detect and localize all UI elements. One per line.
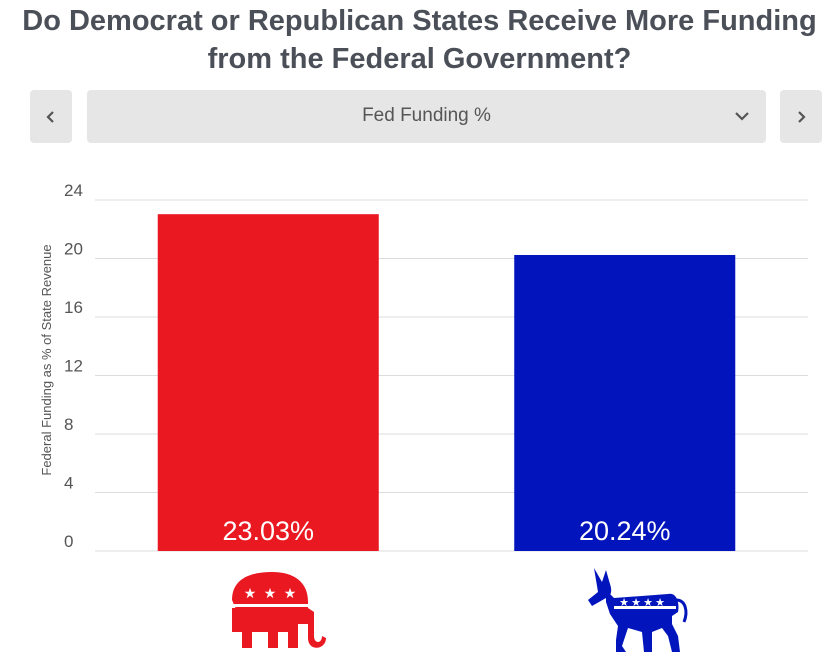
y-tick-labels: 0 4 8 12 16 20 24 bbox=[64, 181, 83, 551]
dropdown-selected-label: Fed Funding % bbox=[362, 105, 491, 126]
svg-text:★: ★ bbox=[264, 585, 277, 601]
democratic-donkey-icon: ★ ★ ★ ★ bbox=[588, 568, 688, 652]
svg-text:★: ★ bbox=[284, 585, 297, 601]
svg-text:★: ★ bbox=[643, 597, 653, 609]
title-line-2: from the Federal Government? bbox=[207, 43, 632, 75]
value-labels: 23.03% 20.24% bbox=[222, 516, 670, 546]
y-tick-label: 20 bbox=[64, 240, 83, 259]
value-label-democrat: 20.24% bbox=[579, 516, 671, 546]
chevron-right-icon bbox=[798, 110, 806, 123]
svg-text:★: ★ bbox=[631, 597, 641, 609]
value-label-republican: 23.03% bbox=[222, 516, 314, 546]
chevron-left-icon bbox=[46, 110, 54, 123]
svg-text:★: ★ bbox=[655, 597, 665, 609]
republican-elephant-icon: ★ ★ ★ bbox=[232, 572, 326, 648]
bar-democrat[interactable] bbox=[514, 254, 736, 552]
y-tick-label: 0 bbox=[64, 532, 73, 551]
svg-text:★: ★ bbox=[619, 597, 629, 609]
y-tick-label: 4 bbox=[64, 474, 73, 493]
y-axis-label: Federal Funding as % of State Revenue bbox=[39, 244, 54, 475]
next-button[interactable] bbox=[780, 90, 822, 143]
prev-button[interactable] bbox=[30, 90, 72, 143]
y-tick-label: 16 bbox=[64, 298, 83, 317]
title-line-1: Do Democrat or Republican States Receive… bbox=[22, 5, 817, 37]
y-tick-label: 12 bbox=[64, 357, 83, 376]
chevron-down-icon bbox=[735, 112, 749, 121]
bars bbox=[157, 214, 736, 552]
bar-republican[interactable] bbox=[157, 214, 379, 551]
chart-title: Do Democrat or Republican States Receive… bbox=[0, 2, 839, 78]
y-tick-label: 24 bbox=[64, 181, 83, 200]
y-tick-label: 8 bbox=[64, 415, 73, 434]
metric-dropdown[interactable]: Fed Funding % bbox=[87, 90, 766, 143]
svg-text:★: ★ bbox=[244, 585, 257, 601]
